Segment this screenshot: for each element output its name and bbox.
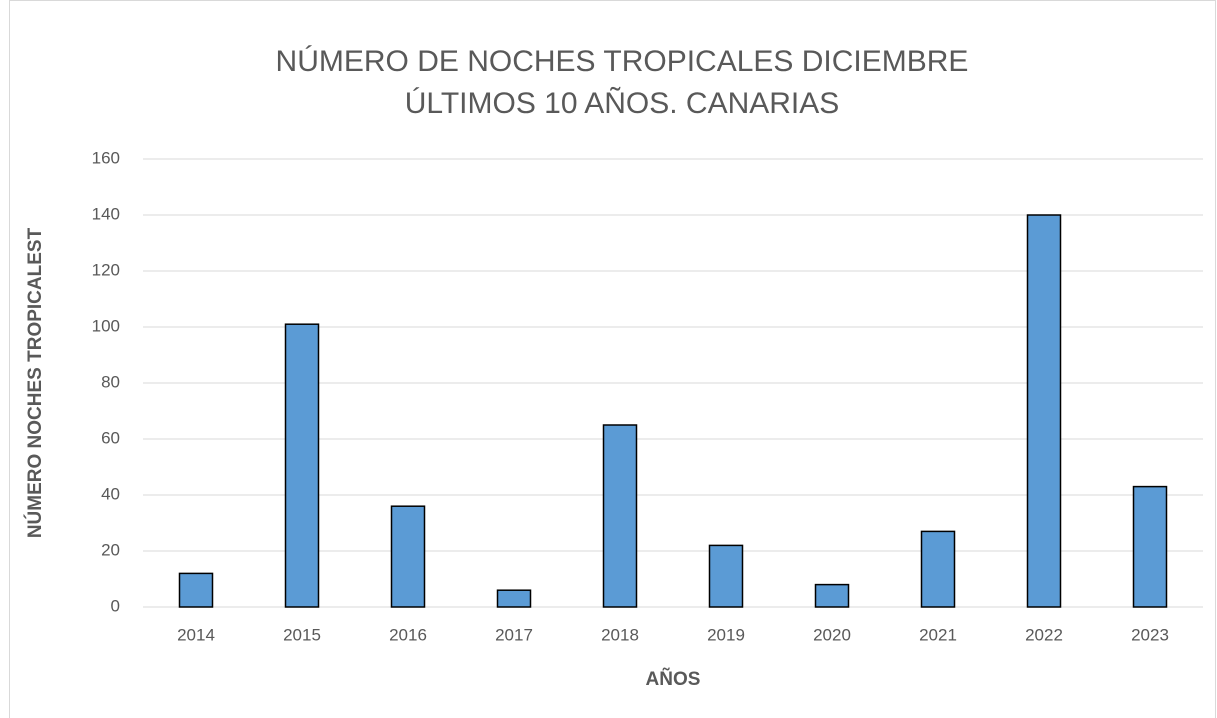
x-axis-title: AÑOS (646, 668, 701, 690)
bar (814, 583, 850, 608)
y-tick-label: 80 (101, 372, 120, 391)
bar (496, 589, 532, 608)
chart-title: NÚMERO DE NOCHES TROPICALES DICIEMBRE (276, 45, 969, 78)
bar (1132, 485, 1168, 608)
x-tick-label: 2015 (283, 625, 321, 644)
bar (602, 424, 638, 608)
x-tick-label: 2018 (601, 625, 639, 644)
y-tick-label: 160 (92, 148, 120, 167)
y-tick-label: 140 (92, 204, 120, 223)
y-tick-label: 0 (111, 596, 120, 615)
x-tick-label: 2023 (1131, 625, 1169, 644)
bar (1026, 214, 1062, 608)
x-tick-label: 2021 (919, 625, 957, 644)
x-tick-label: 2016 (389, 625, 427, 644)
y-axis-title: NÚMERO NOCHES TROPICALEST (24, 227, 46, 538)
y-tick-label: 20 (101, 540, 120, 559)
y-tick-label: 120 (92, 260, 120, 279)
x-tick-label: 2017 (495, 625, 533, 644)
x-tick-label: 2019 (707, 625, 745, 644)
y-tick-label: 60 (101, 428, 120, 447)
x-tick-label: 2020 (813, 625, 851, 644)
bar (178, 572, 214, 608)
y-tick-label: 40 (101, 484, 120, 503)
y-tick-label: 100 (92, 316, 120, 335)
bar (390, 505, 426, 608)
bar (708, 544, 744, 608)
x-tick-label: 2014 (177, 625, 215, 644)
x-tick-label: 2022 (1025, 625, 1063, 644)
bar (920, 530, 956, 608)
bar (284, 323, 320, 608)
chart-title: ÚLTIMOS 10 AÑOS. CANARIAS (405, 86, 840, 120)
